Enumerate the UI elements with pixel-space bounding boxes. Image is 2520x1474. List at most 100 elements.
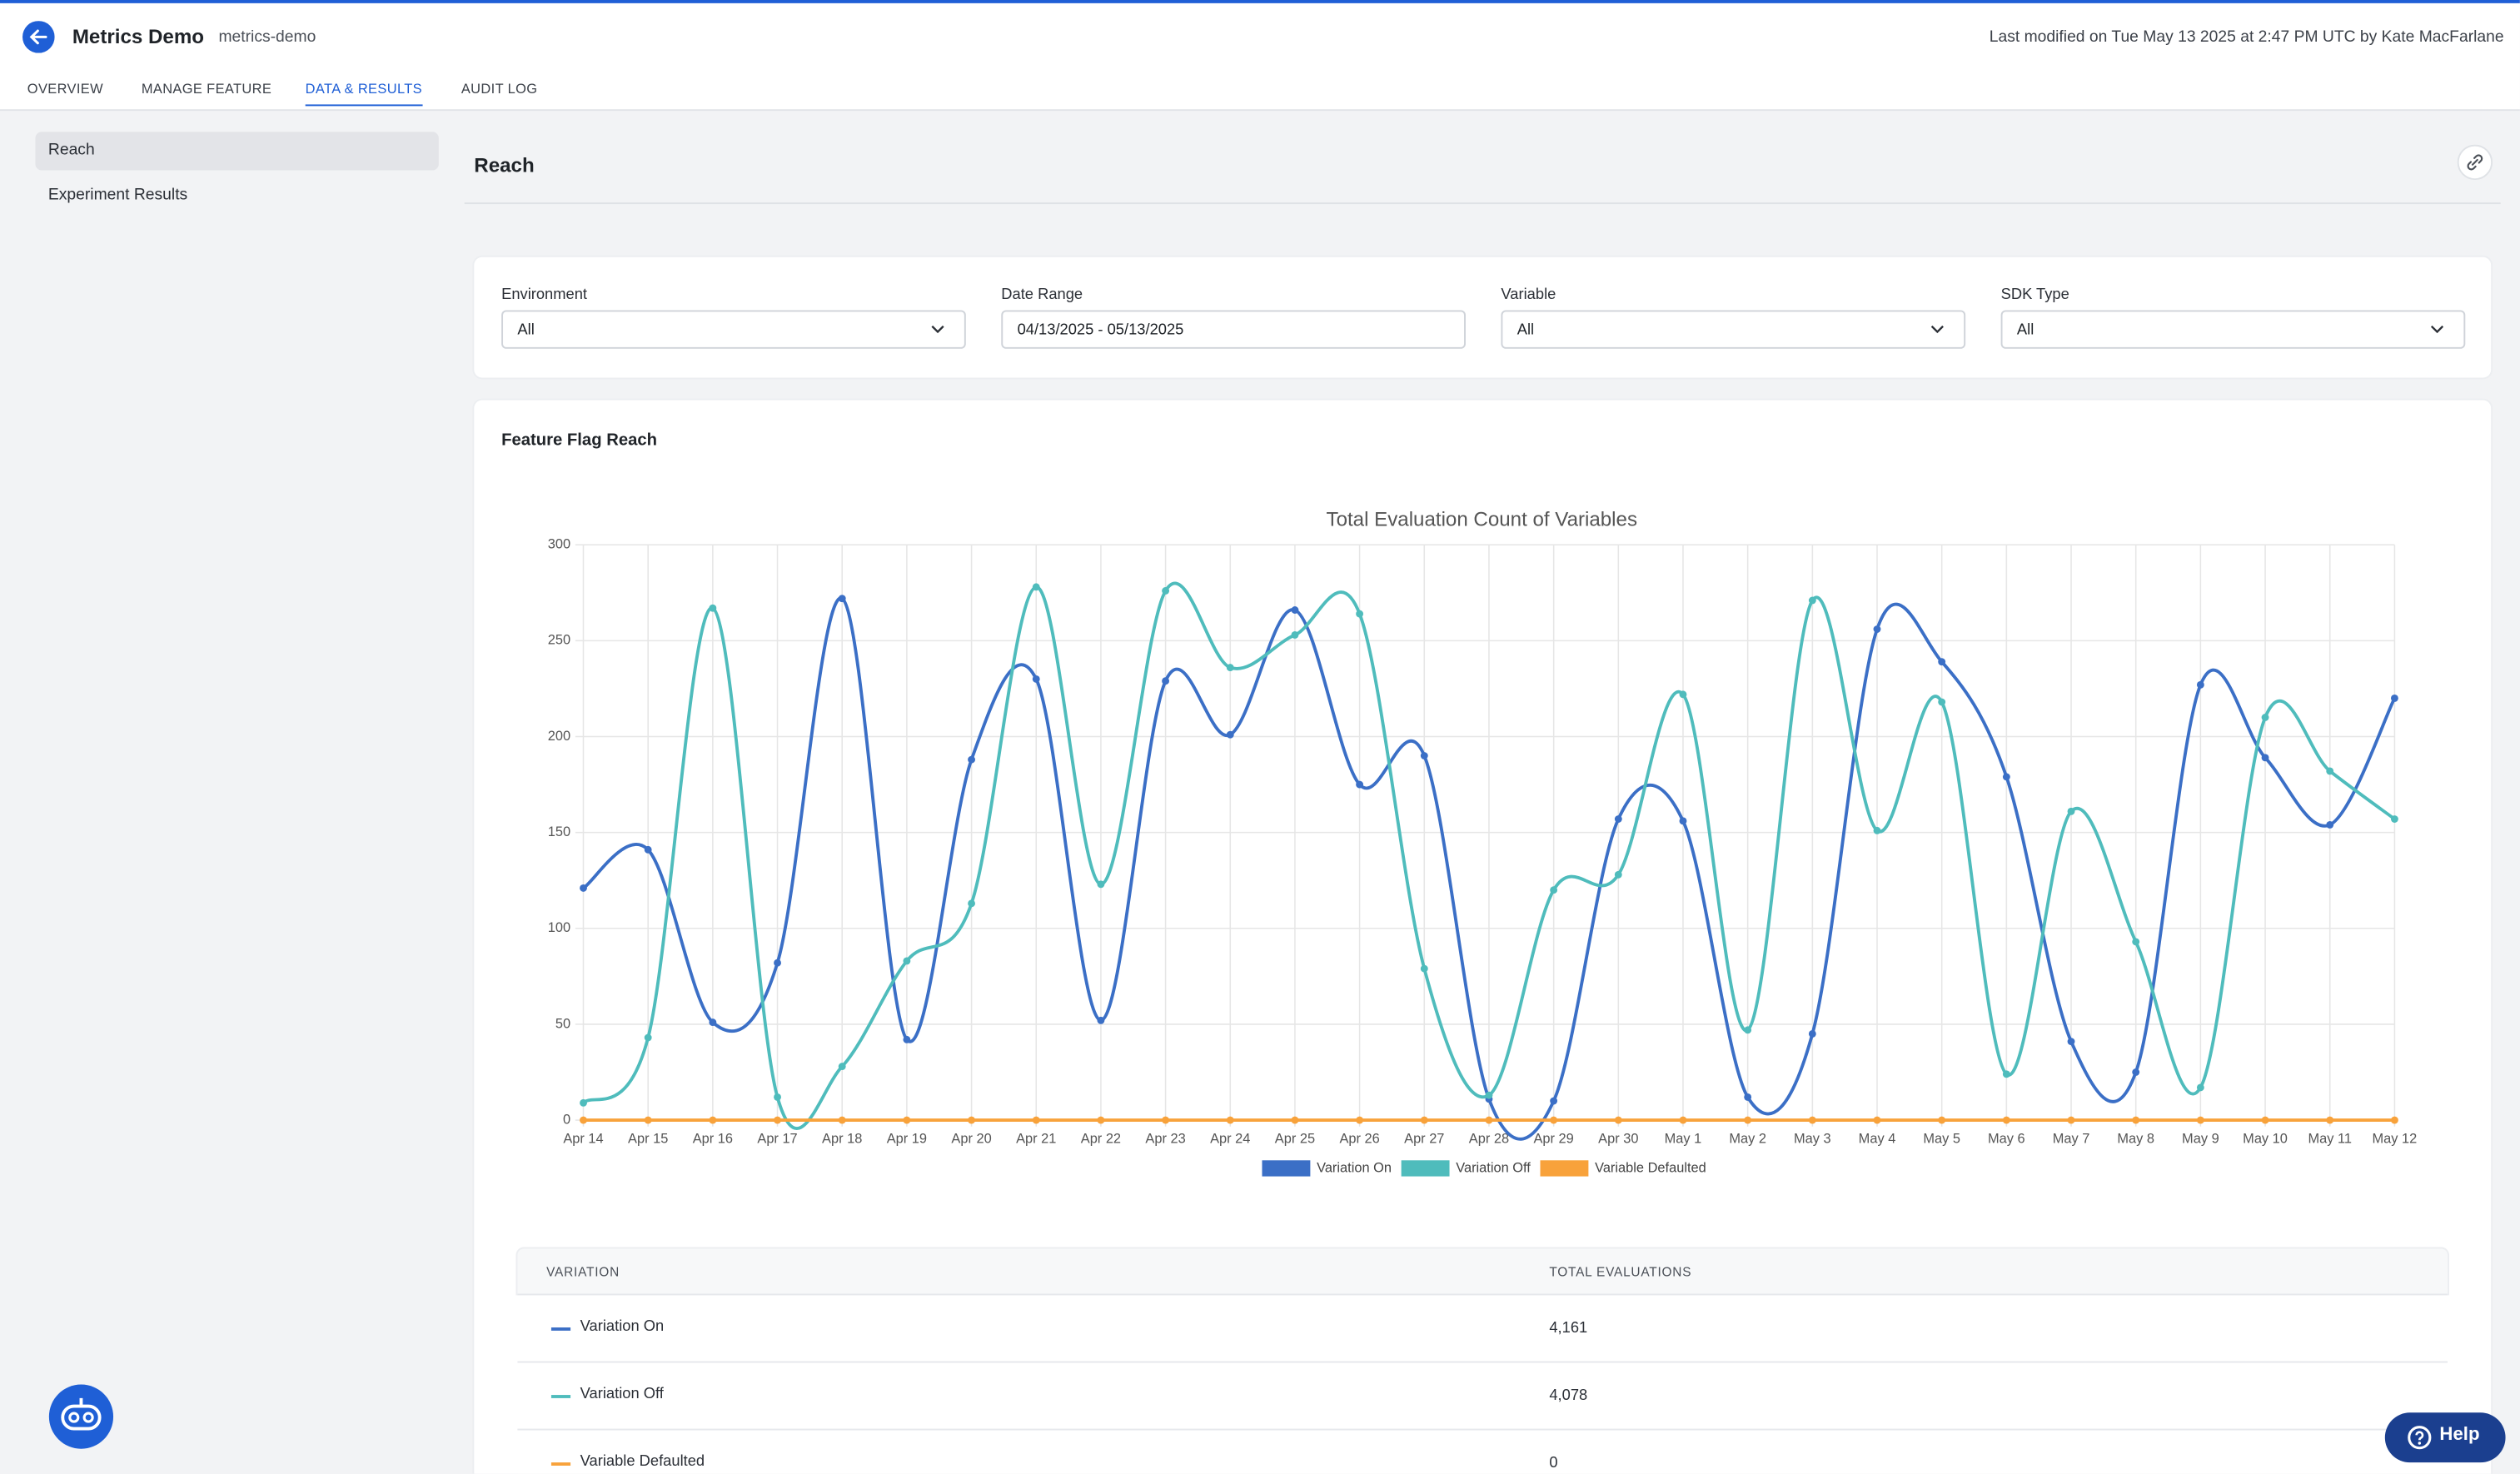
help-button[interactable]: Help [2384,1412,2506,1463]
data-point [2261,1116,2269,1124]
table-row: Variation Off 4,078 [517,1361,2448,1431]
legend-label: Variable Defaulted [1595,1160,1706,1175]
section-title: Reach [474,154,535,177]
x-tick-label: Apr 24 [1210,1132,1250,1147]
data-point [1550,1116,1558,1124]
y-tick-label: 250 [548,633,570,648]
sidebar-item[interactable]: Reach [35,132,439,171]
y-tick-label: 0 [563,1112,570,1127]
chart-title: Total Evaluation Count of Variables [1327,509,1637,531]
data-point [1679,1116,1687,1124]
data-point [1744,1093,1752,1101]
data-point [2196,680,2204,689]
data-point [2067,1116,2075,1124]
tab[interactable]: OVERVIEW [27,80,104,97]
data-point [1032,583,1040,591]
help-label: Help [2439,1425,2480,1445]
data-point [1097,880,1105,889]
x-tick-label: Apr 18 [822,1132,862,1147]
tab[interactable]: MANAGE FEATURE [141,80,272,97]
tab[interactable]: DATA & RESULTS [305,80,422,107]
help-icon [2408,1426,2432,1450]
variation-name: Variation Off [580,1385,664,1403]
filter-label: SDK Type [2000,286,2069,304]
data-point [1679,817,1687,825]
x-tick-label: Apr 21 [1016,1132,1056,1147]
x-tick-label: May 1 [1665,1132,1702,1147]
x-tick-label: May 12 [2373,1132,2418,1147]
top-bar [0,0,2520,112]
legend-label: Variation Off [1456,1160,1531,1175]
back-button[interactable] [22,21,55,53]
filter-label: Environment [501,286,588,304]
x-tick-label: Apr 25 [1275,1132,1315,1147]
data-point [1485,1091,1493,1099]
data-point [1032,1116,1040,1124]
x-tick-label: May 8 [2117,1132,2154,1147]
data-point [709,1018,717,1027]
table-header [517,1248,2448,1294]
tab[interactable]: AUDIT LOG [461,80,538,97]
data-point [2067,1038,2075,1046]
data-point [1550,1097,1558,1105]
data-point [968,755,976,764]
filter-select[interactable]: All [2000,310,2466,349]
x-tick-label: May 2 [1729,1132,1766,1147]
data-point [1744,1026,1752,1034]
top-accent [0,0,2520,3]
data-point [1356,1116,1364,1124]
data-point [1356,610,1364,618]
data-point [903,957,911,965]
data-point [1938,698,1946,706]
series-line [582,581,2396,1130]
x-tick-label: May 7 [2053,1132,2090,1147]
assistant-button[interactable] [48,1384,114,1450]
data-point [968,899,976,908]
data-point [709,1116,717,1124]
filter-date-input[interactable]: 04/13/2025 - 05/13/2025 [1001,310,1466,349]
data-point [1291,1116,1299,1124]
x-tick-label: Apr 29 [1533,1132,1573,1147]
data-point [580,1098,587,1107]
data-point [1356,780,1364,789]
filter-select[interactable]: All [501,310,966,349]
variation-name: Variation On [580,1317,665,1336]
y-tick-label: 100 [548,920,570,935]
copy-link-button[interactable] [2457,144,2493,181]
data-point [2067,807,2075,815]
data-point [1614,870,1622,879]
column-header: VARIATION [546,1264,620,1280]
data-point [2390,694,2398,702]
last-modified: Last modified on Tue May 13 2025 at 2:47… [1989,28,2504,47]
data-point [1679,690,1687,699]
data-point [1873,625,1881,633]
data-point [2261,714,2269,721]
total-evaluations: 4,078 [1549,1387,1588,1405]
data-point [968,1116,976,1124]
sidebar-item[interactable]: Experiment Results [47,186,188,205]
y-tick-label: 50 [555,1016,570,1031]
data-point [644,845,652,854]
x-tick-label: Apr 22 [1081,1132,1121,1147]
x-tick-label: May 9 [2182,1132,2219,1147]
card-title: Feature Flag Reach [501,431,658,451]
data-point [838,1116,846,1124]
x-tick-label: Apr 19 [887,1132,927,1147]
data-point [2002,1070,2010,1078]
data-point [2002,1116,2010,1124]
table-row: Variable Defaulted 0 [517,1428,2448,1474]
data-point [1808,596,1816,605]
feature-key: metrics-demo [218,28,316,47]
series-swatch [550,1327,571,1330]
data-point [2390,815,2398,823]
data-point [2132,1116,2140,1124]
data-point [1226,730,1234,739]
filter-select[interactable]: All [1501,310,1966,349]
data-point [2326,820,2334,829]
data-point [1938,1116,1946,1124]
x-tick-label: Apr 23 [1145,1132,1185,1147]
data-point [2002,773,2010,781]
